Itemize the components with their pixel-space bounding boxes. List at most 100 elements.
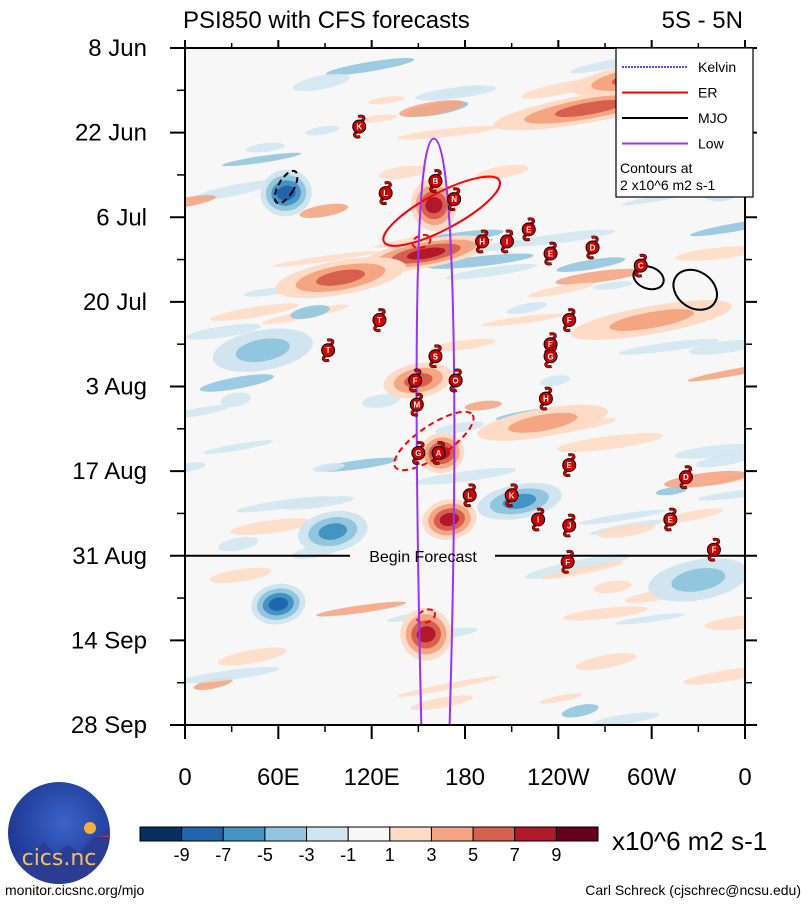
storm-icon — [431, 445, 446, 460]
er-wave-contour — [411, 233, 432, 249]
anomaly-stripe — [655, 486, 688, 496]
colorbar-swatch — [430, 826, 474, 842]
storm-letter: E — [668, 515, 674, 524]
storm-icon — [411, 445, 426, 460]
colorbar-tick-label: 5 — [468, 845, 478, 865]
anomaly-stripe — [481, 313, 564, 327]
anomaly-blob — [671, 568, 726, 592]
anomaly-stripe — [697, 487, 745, 501]
anomaly-stripe — [689, 339, 745, 355]
storm-marker: K — [504, 483, 519, 508]
storm-icon — [531, 512, 546, 527]
mjo-wave-contour — [672, 268, 718, 311]
storm-marker: M — [409, 392, 424, 417]
storm-letter: G — [415, 449, 421, 458]
anomaly-blob — [316, 269, 365, 286]
storm-icon — [462, 488, 477, 503]
anomaly-stripe — [561, 704, 599, 718]
anomaly-stripe — [575, 653, 637, 671]
storm-icon — [633, 258, 648, 273]
colorbar-tick-label: -1 — [340, 845, 356, 865]
storm-icon — [408, 373, 423, 388]
colorbar-swatch — [347, 826, 391, 842]
colorbar-swatch — [264, 826, 308, 842]
anomaly-stripe — [220, 392, 251, 408]
storm-icon — [428, 173, 443, 188]
storm-letter: E — [526, 225, 532, 234]
logo-sun-icon — [84, 822, 96, 834]
y-tick-label: 14 Sep — [71, 627, 147, 654]
legend-box — [615, 47, 754, 198]
anomaly-stripe — [203, 440, 273, 454]
x-tick-label: 0 — [178, 764, 191, 791]
anomaly-stripe — [414, 467, 517, 485]
storm-letter: K — [509, 491, 515, 500]
storm-icon — [321, 343, 336, 358]
anomaly-stripe — [305, 125, 340, 136]
y-tick-label: 22 Jun — [75, 120, 147, 147]
anomaly-stripe — [562, 606, 648, 621]
footer-author-contact: Carl Schreck (cjschrec@ncsu.edu) — [585, 882, 801, 898]
storm-marker: S — [428, 344, 443, 369]
colorbar-swatch — [222, 826, 266, 842]
colorbar: -9 -7 -5 -3 -1 1 3 5 7 9 — [139, 826, 599, 865]
storm-icon — [560, 554, 575, 569]
colorbar-swatch — [514, 826, 557, 842]
anomaly-stripe — [524, 554, 631, 579]
storm-marker: L — [462, 483, 477, 508]
anomaly-stripe — [396, 675, 500, 697]
anomaly-stripe — [410, 695, 473, 711]
anomaly-stripe — [704, 614, 745, 631]
storm-marker: D — [678, 465, 693, 490]
colorbar-swatch — [139, 826, 183, 842]
colorbar-swatch — [306, 826, 349, 842]
storm-marker: N — [447, 187, 462, 212]
colorbar-swatch — [389, 826, 432, 842]
anomaly-stripe — [272, 251, 378, 267]
legend-note-line1: Contours at — [620, 160, 692, 176]
colorbar-swatch — [472, 826, 516, 842]
anomaly-blob — [318, 523, 347, 540]
y-tick-label: 28 Sep — [71, 712, 147, 739]
footer-url-link[interactable]: monitor.cicsnc.org/mjo — [5, 882, 145, 898]
storm-marker: E — [663, 507, 678, 532]
storm-marker: F — [706, 537, 721, 562]
anomaly-stripe — [362, 394, 400, 408]
legend-label-mjo: MJO — [698, 110, 728, 126]
storm-icon — [706, 542, 721, 557]
storm-letter: I — [506, 237, 508, 246]
storm-marker: H — [475, 229, 490, 254]
storm-letter: M — [413, 401, 420, 410]
storm-marker: E — [562, 453, 577, 477]
colorbar-tick-label: -3 — [299, 845, 315, 865]
anomaly-stripe — [368, 96, 405, 105]
storm-marker: E — [521, 217, 536, 242]
anomaly-stripe — [415, 85, 496, 101]
anomaly-stripe — [429, 338, 496, 352]
storm-icon — [562, 518, 577, 533]
colorbar-tick-label: 3 — [426, 845, 436, 865]
anomaly-stripe — [230, 518, 313, 536]
anomaly-blob — [508, 412, 578, 433]
mjo-wave-contour — [632, 265, 665, 291]
anomaly-stripe — [615, 613, 685, 625]
anomaly-stripe — [690, 218, 745, 237]
storm-marker: L — [378, 181, 393, 205]
storm-letter: N — [451, 195, 457, 204]
colorbar-swatch — [181, 826, 224, 842]
anomaly-stripe — [218, 537, 259, 552]
storm-letter: F — [567, 316, 572, 325]
storm-icon — [543, 246, 558, 261]
y-tick-label: 8 Jun — [88, 35, 147, 62]
logo-text: cics.nc — [21, 846, 97, 871]
storm-marker: G — [411, 441, 426, 465]
storm-icon — [500, 234, 514, 249]
storm-letter: I — [537, 515, 539, 524]
anomaly-stripe — [185, 195, 216, 209]
storm-marker: G — [543, 344, 558, 369]
anomaly-stripe — [464, 400, 502, 411]
storm-icon — [538, 391, 553, 406]
anomaly-blob — [268, 597, 289, 611]
anomaly-stripe — [556, 433, 664, 453]
anomaly-stripe — [597, 523, 656, 539]
